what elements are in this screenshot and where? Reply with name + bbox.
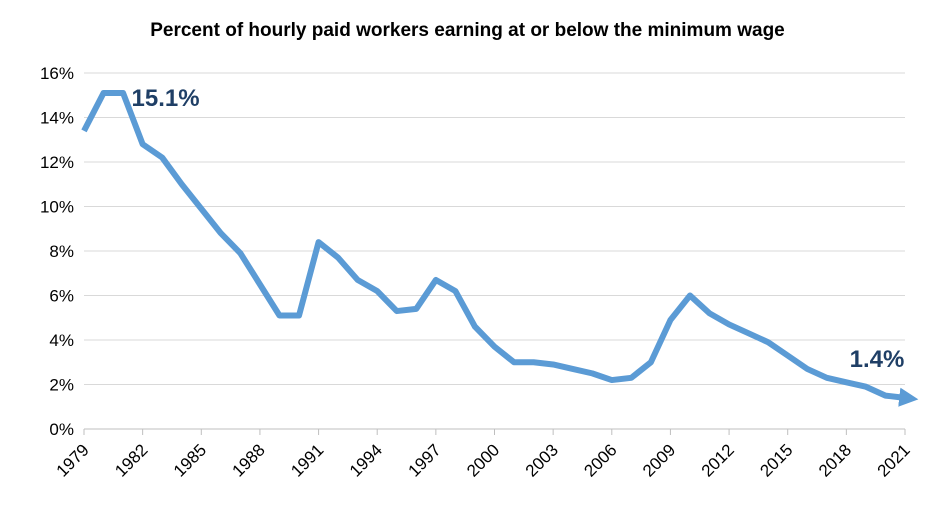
annotations: 15.1% 1.4% xyxy=(132,85,905,373)
data-point xyxy=(746,330,752,336)
x-tick-label: 2009 xyxy=(639,440,679,480)
x-tick-label: 2015 xyxy=(756,440,796,480)
y-tick-label: 16% xyxy=(40,64,74,83)
data-point xyxy=(120,90,126,96)
data-point xyxy=(570,366,576,372)
y-tick-label: 0% xyxy=(49,420,74,439)
data-annotation: 1.4% xyxy=(850,346,905,373)
x-tick-label: 2006 xyxy=(580,440,620,480)
data-point xyxy=(628,375,634,381)
x-tick-label: 1988 xyxy=(229,440,269,480)
data-point xyxy=(140,141,146,147)
data-point xyxy=(648,359,654,365)
data-point xyxy=(276,313,282,319)
x-tick-label: 1979 xyxy=(53,440,93,480)
data-point xyxy=(237,250,243,256)
data-point xyxy=(902,395,908,401)
series-line xyxy=(81,90,919,407)
x-tick-label: 2003 xyxy=(522,440,562,480)
x-tick-label: 2018 xyxy=(815,440,855,480)
data-point xyxy=(257,281,263,287)
data-point xyxy=(882,393,888,399)
y-tick-label: 6% xyxy=(49,287,74,306)
data-point xyxy=(335,255,341,261)
y-tick-label: 2% xyxy=(49,376,74,395)
x-tick-label: 1991 xyxy=(287,440,327,480)
y-axis-ticks: 0% 2% 4% 6% 8% 10% 12% 14% 16% xyxy=(40,64,74,439)
data-point xyxy=(101,90,107,96)
series-layer xyxy=(81,90,919,407)
data-point xyxy=(159,155,165,161)
y-tick-label: 14% xyxy=(40,109,74,128)
data-point xyxy=(687,293,693,299)
data-point xyxy=(472,324,478,330)
data-point xyxy=(179,181,185,187)
x-tick-label: 2021 xyxy=(874,440,914,480)
y-tick-label: 10% xyxy=(40,198,74,217)
data-point xyxy=(413,306,419,312)
data-point xyxy=(452,288,458,294)
data-point xyxy=(316,239,322,245)
data-point xyxy=(355,277,361,283)
gridlines xyxy=(84,72,905,430)
x-tick-label: 1982 xyxy=(111,440,151,480)
data-point xyxy=(531,359,537,365)
data-point xyxy=(374,288,380,294)
data-point xyxy=(589,370,595,376)
data-point xyxy=(492,344,498,350)
data-point xyxy=(198,206,204,212)
x-tick-label: 2012 xyxy=(698,440,738,480)
x-axis-ticks: 1979 1982 1985 1988 1991 1994 1997 2000 2003 2006… xyxy=(53,429,914,481)
data-point xyxy=(785,353,791,359)
data-point xyxy=(218,230,224,236)
data-point xyxy=(296,313,302,319)
x-tick-label: 1997 xyxy=(405,440,445,480)
data-point xyxy=(707,310,713,316)
data-annotation: 15.1% xyxy=(132,85,200,112)
y-tick-label: 12% xyxy=(40,153,74,172)
data-point xyxy=(81,128,87,134)
data-point xyxy=(550,361,556,367)
data-point xyxy=(394,308,400,314)
data-point xyxy=(609,377,615,383)
data-point xyxy=(765,339,771,345)
x-tick-label: 1994 xyxy=(346,440,386,480)
data-point xyxy=(863,384,869,390)
data-point xyxy=(667,317,673,323)
x-tick-label: 1985 xyxy=(170,440,210,480)
y-tick-label: 4% xyxy=(49,331,74,350)
y-tick-label: 8% xyxy=(49,242,74,261)
data-point xyxy=(843,379,849,385)
data-point xyxy=(511,359,517,365)
data-point xyxy=(726,321,732,327)
data-point xyxy=(804,366,810,372)
data-point xyxy=(824,375,830,381)
x-tick-label: 2000 xyxy=(463,440,503,480)
data-point xyxy=(433,277,439,283)
chart-title: Percent of hourly paid workers earning a… xyxy=(150,20,785,41)
